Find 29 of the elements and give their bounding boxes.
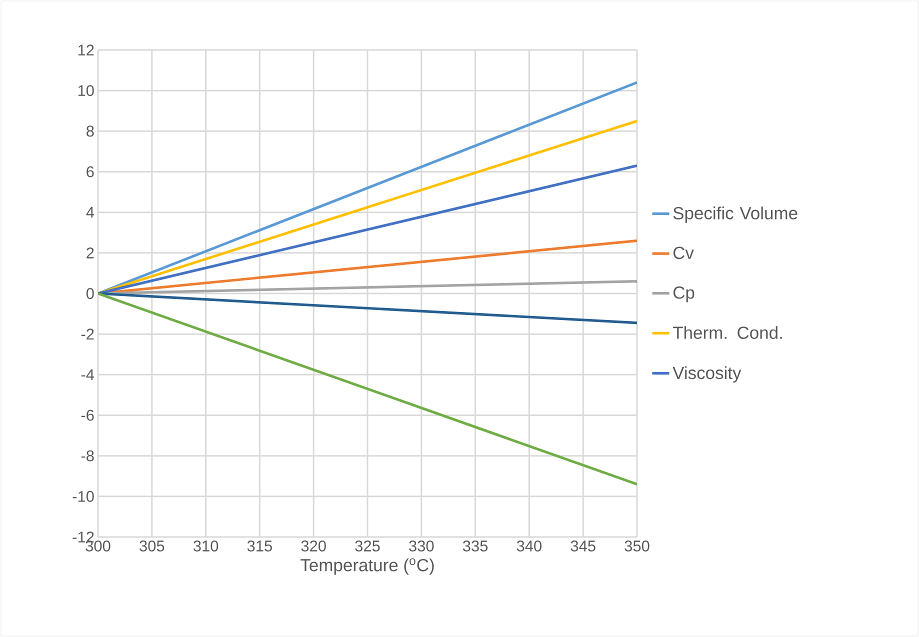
y-tick-label: 6 — [86, 166, 94, 178]
legend-label: Cp — [673, 286, 694, 302]
x-tick-label: 310 — [193, 540, 218, 552]
y-tick-label: -10 — [72, 490, 94, 502]
legend-label: Therm. Cond. — [672, 326, 782, 339]
x-tick-label: 320 — [301, 540, 326, 552]
x-tick-label: 305 — [140, 540, 164, 552]
y-tick-label: 0 — [86, 288, 94, 299]
x-tick-label: 335 — [462, 540, 488, 552]
y-tick-label: 2 — [86, 247, 94, 258]
y-tick-label: -8 — [81, 450, 94, 462]
x-tick-label: 340 — [516, 540, 542, 552]
x-tick-label: 325 — [355, 540, 380, 552]
y-tick-label: 12 — [78, 44, 94, 56]
legend-label: Cv — [673, 246, 694, 260]
x-axis-title: Temperature ($^{o}$C) — [300, 558, 434, 575]
y-tick-label: 8 — [86, 126, 94, 137]
x-tick-label: 315 — [247, 540, 272, 552]
x-tick-label: 345 — [570, 540, 596, 552]
x-tick-label: 350 — [624, 540, 650, 552]
x-tick-label: 300 — [86, 540, 110, 552]
y-tick-label: -2 — [81, 328, 94, 340]
y-tick-label: 10 — [78, 85, 94, 96]
x-tick-label: 330 — [409, 540, 434, 552]
legend-label: Specific Volume — [673, 206, 798, 223]
y-tick-label: -6 — [81, 410, 94, 421]
legend-label: Viscosity — [672, 366, 742, 383]
y-tick-label: -4 — [81, 369, 94, 380]
y-tick-label: 4 — [86, 207, 94, 218]
